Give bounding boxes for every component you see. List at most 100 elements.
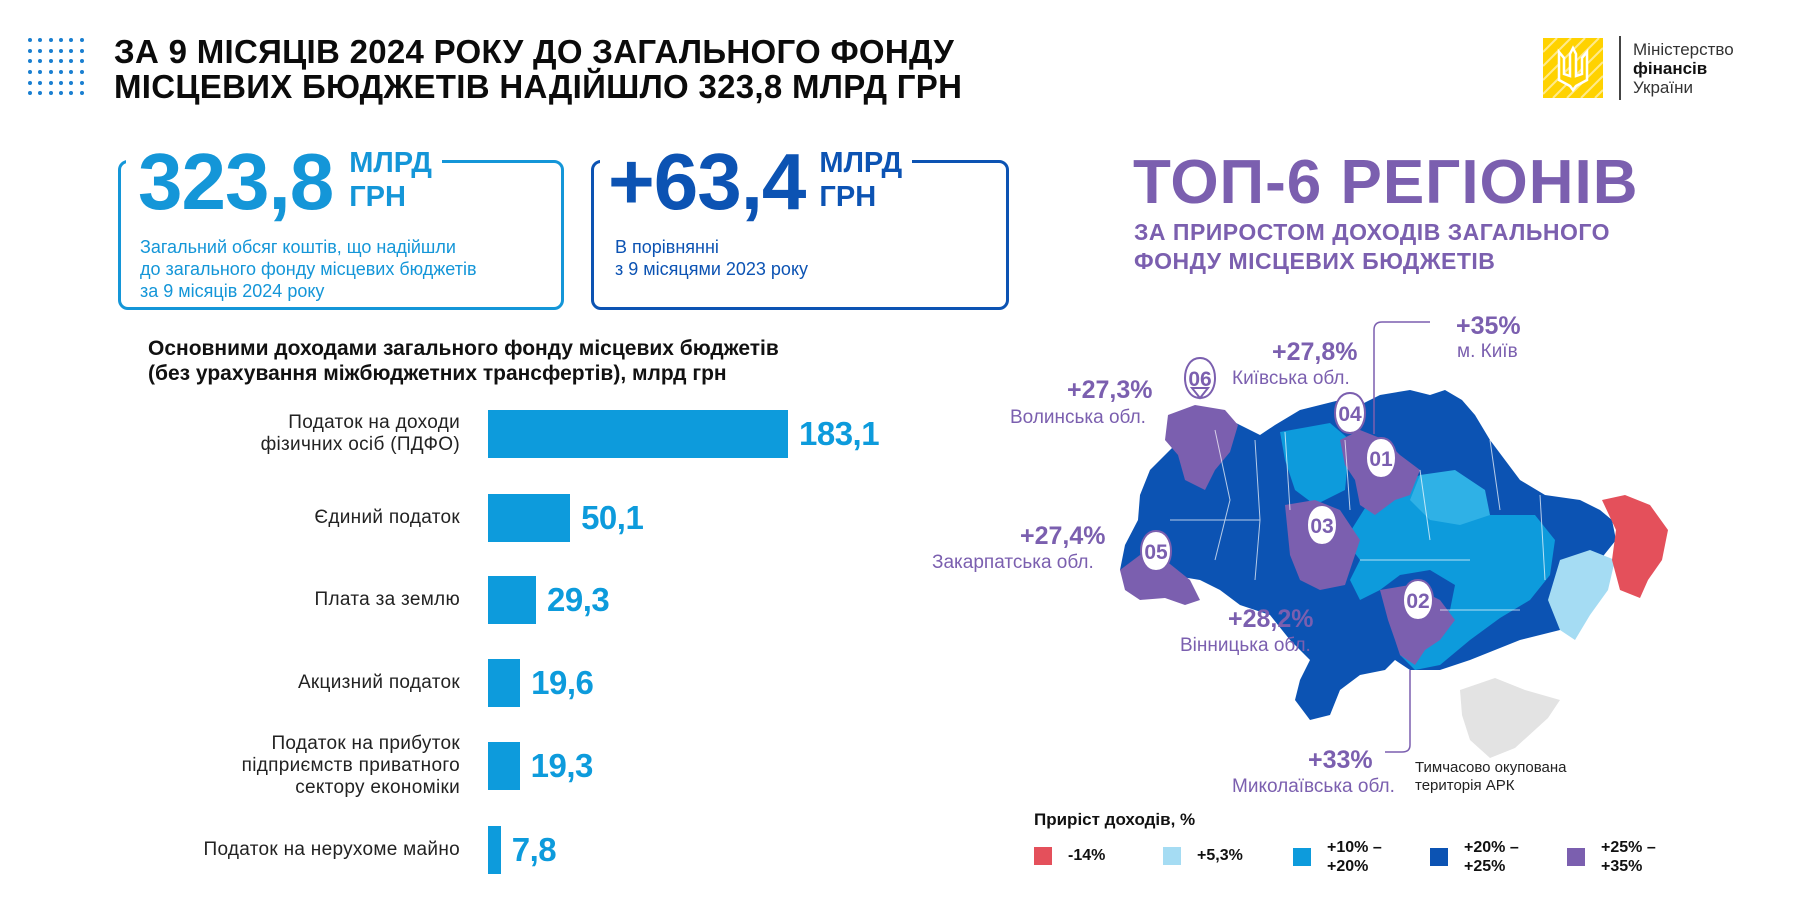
- legend-swatch: [1163, 846, 1181, 865]
- growth-unit-line1: МЛРД: [819, 147, 903, 179]
- legend-label-line1: +20% –: [1464, 839, 1519, 856]
- pin-label-05: 05: [1144, 541, 1168, 564]
- zakarpattia-name: Закарпатська обл.: [932, 552, 1094, 573]
- legend-swatch: [1034, 846, 1052, 865]
- pin-label-06: 06: [1188, 368, 1211, 391]
- occupied-note-line1: Тимчасово окупована: [1415, 759, 1567, 776]
- occupied-territory-note: Тимчасово окупована територія АРК: [1415, 759, 1566, 795]
- bar-category-label-line: підприємств приватного: [241, 755, 460, 776]
- legend-label-line2: +25%: [1464, 858, 1506, 875]
- legend-item: +5,3%: [1163, 846, 1243, 865]
- legend-swatch: [1567, 848, 1585, 866]
- bar-category-label: Плата за землю: [160, 589, 460, 611]
- total-revenue-description: Загальний обсяг коштів, що надійшли до з…: [140, 236, 477, 302]
- pin-04: [1334, 391, 1366, 435]
- region-pins: [1140, 356, 1434, 622]
- growth-description: В порівнянні з 9 місяцями 2023 року: [615, 236, 808, 280]
- total-revenue-value-group: 323,8 МЛРД ГРН: [126, 142, 442, 222]
- bar-category-label: Податок на доходи фізичних осіб (ПДФО): [160, 412, 460, 456]
- bar-category-label-line: Єдиний податок: [314, 507, 460, 528]
- legend-label-line2: +35%: [1601, 858, 1643, 875]
- bar-category-label-line: Податок на нерухоме майно: [203, 839, 460, 860]
- region-borders: [1170, 429, 1546, 611]
- kyiv-city-pct: +35%: [1456, 312, 1521, 340]
- volyn-pct: +27,3%: [1067, 376, 1153, 404]
- chart-title-line1: Основними доходами загального фонду місц…: [148, 337, 779, 360]
- legend-title: Приріст доходів, %: [1034, 810, 1196, 829]
- pin-02: [1402, 578, 1434, 622]
- region-zakarpattia: [1120, 555, 1200, 605]
- occupied-note-line2: територія АРК: [1415, 777, 1515, 794]
- bar-category-label: Податок на нерухоме майно: [160, 839, 460, 861]
- crimea-region: [1460, 678, 1560, 758]
- decorative-dots: [28, 38, 90, 102]
- pin-01: [1365, 436, 1397, 480]
- mykolaiv-name: Миколаївська обл.: [1232, 776, 1395, 797]
- pin-labels: 06 04 01 03 05 02: [1144, 368, 1429, 613]
- bar-category-label: Податок на прибуток підприємств приватног…: [160, 733, 460, 799]
- total-revenue-desc-line1: Загальний обсяг коштів, що надійшли: [140, 237, 456, 257]
- bar: [488, 576, 536, 624]
- total-revenue-unit-line2: ГРН: [349, 181, 406, 213]
- page-title-line2: МІСЦЕВИХ БЮДЖЕТІВ НАДІЙШЛО 323,8 МЛРД ГР…: [114, 68, 963, 105]
- growth-unit: МЛРД ГРН: [819, 146, 902, 214]
- bar-category-label-line: фізичних осіб (ПДФО): [260, 434, 460, 455]
- ministry-name-line3: України: [1633, 77, 1693, 97]
- bar-category-label-line: Податок на доходи: [288, 412, 460, 433]
- kyiv-oblast-pct: +27,8%: [1272, 338, 1358, 366]
- legend-label-line1: +10% –: [1327, 839, 1382, 856]
- legend-item: +20% – +25%: [1430, 838, 1519, 876]
- legend-item: +25% – +35%: [1567, 838, 1656, 876]
- ministry-name-line2: фінансів: [1633, 59, 1734, 78]
- region-zhytomyr: [1280, 423, 1350, 505]
- legend-swatch: [1430, 848, 1448, 866]
- volyn-name: Волинська обл.: [1010, 407, 1146, 428]
- ministry-name-bold: фінансів: [1633, 58, 1708, 78]
- region-mykolaiv: [1380, 585, 1455, 665]
- vinnytsia-name: Вінницька обл.: [1180, 635, 1311, 656]
- bar-value-label: 7,8: [511, 831, 557, 868]
- region-luhansk: [1602, 495, 1668, 598]
- ministry-name-line1: Міністерство: [1633, 39, 1734, 59]
- bar-value-label: 50,1: [581, 499, 644, 536]
- total-revenue-desc-line2: до загального фонду місцевих бюджетів: [140, 259, 477, 279]
- bar-category-label-line: Плата за землю: [314, 589, 460, 610]
- legend-item: +10% – +20%: [1293, 838, 1382, 876]
- ministry-logo: Міністерство фінансів України: [1542, 36, 1734, 100]
- chart-title: Основними доходами загального фонду місц…: [148, 336, 779, 386]
- kyiv-city-name: м. Київ: [1457, 341, 1518, 362]
- bar-value-label: 19,3: [530, 747, 594, 784]
- region-volyn: [1165, 405, 1238, 490]
- growth-value: +63,4: [608, 137, 806, 226]
- callout-lines: [1373, 321, 1430, 753]
- legend-label-line2: +20%: [1327, 858, 1369, 875]
- bar-value-label: 183,1: [799, 415, 880, 452]
- legend-item: -14%: [1034, 846, 1105, 865]
- logo-divider: [1619, 36, 1621, 100]
- bar-category-label-line: Акцизний податок: [297, 672, 460, 693]
- legend-label: +5,3%: [1197, 846, 1243, 865]
- pin-label-03: 03: [1310, 515, 1333, 538]
- pin-label-04: 04: [1338, 403, 1362, 426]
- total-revenue-desc-line3: за 9 місяців 2024 року: [140, 281, 325, 301]
- bar-category-label: Акцизний податок: [160, 672, 460, 694]
- map-subtitle: ЗА ПРИРОСТОМ ДОХОДІВ ЗАГАЛЬНОГО ФОНДУ МІ…: [1134, 218, 1610, 276]
- bar-value-label: 19,6: [531, 664, 594, 701]
- pin-label-01: 01: [1369, 448, 1393, 471]
- legend-label: +20% – +25%: [1464, 838, 1519, 876]
- legend-label: +10% – +20%: [1327, 838, 1382, 876]
- legend-label-line1: -14%: [1068, 847, 1106, 864]
- bar: [488, 410, 788, 458]
- bar: [488, 826, 501, 874]
- page-title: ЗА 9 МІСЯЦІВ 2024 РОКУ ДО ЗАГАЛЬНОГО ФОН…: [114, 34, 962, 104]
- bar: [488, 659, 521, 707]
- total-revenue-unit: МЛРД ГРН: [349, 146, 432, 214]
- bar: [488, 494, 571, 542]
- zakarpattia-pct: +27,4%: [1020, 522, 1106, 550]
- legend-label-line1: +25% –: [1601, 839, 1656, 856]
- legend-label: +25% – +35%: [1601, 838, 1656, 876]
- pin-05: [1140, 529, 1172, 573]
- kyiv-oblast-name: Київська обл.: [1232, 368, 1350, 389]
- mykolaiv-pct: +33%: [1308, 746, 1373, 774]
